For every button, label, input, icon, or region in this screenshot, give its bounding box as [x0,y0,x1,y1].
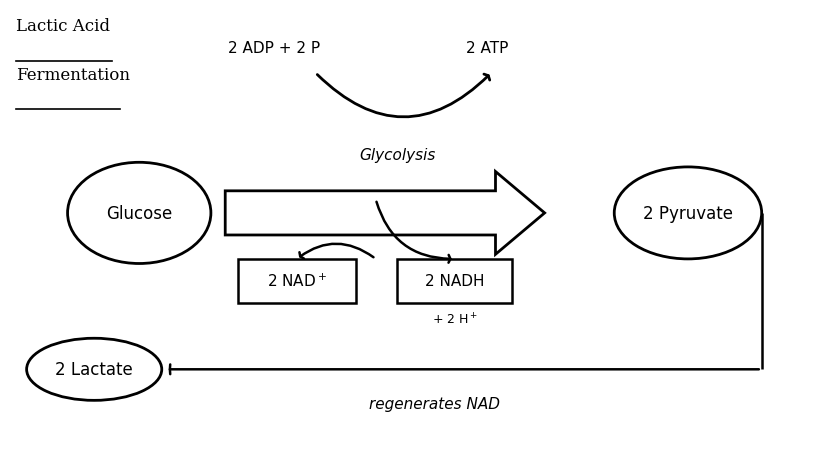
Text: Fermentation: Fermentation [16,67,130,84]
Text: 2 Lactate: 2 Lactate [56,360,133,379]
Text: 2 NAD$^+$: 2 NAD$^+$ [267,273,327,290]
Text: regenerates NAD: regenerates NAD [369,397,500,411]
Text: Glucose: Glucose [106,204,172,223]
Text: + 2 H$^+$: + 2 H$^+$ [432,312,477,327]
Text: Glycolysis: Glycolysis [359,148,436,163]
Text: 2 ADP + 2 P: 2 ADP + 2 P [229,41,320,56]
FancyBboxPatch shape [397,259,512,303]
Text: 2 Pyruvate: 2 Pyruvate [643,204,733,223]
Text: Lactic Acid: Lactic Acid [16,18,111,35]
Text: 2 ATP: 2 ATP [466,41,509,56]
Polygon shape [225,172,545,255]
FancyBboxPatch shape [238,259,356,303]
Text: 2 NADH: 2 NADH [425,274,484,289]
